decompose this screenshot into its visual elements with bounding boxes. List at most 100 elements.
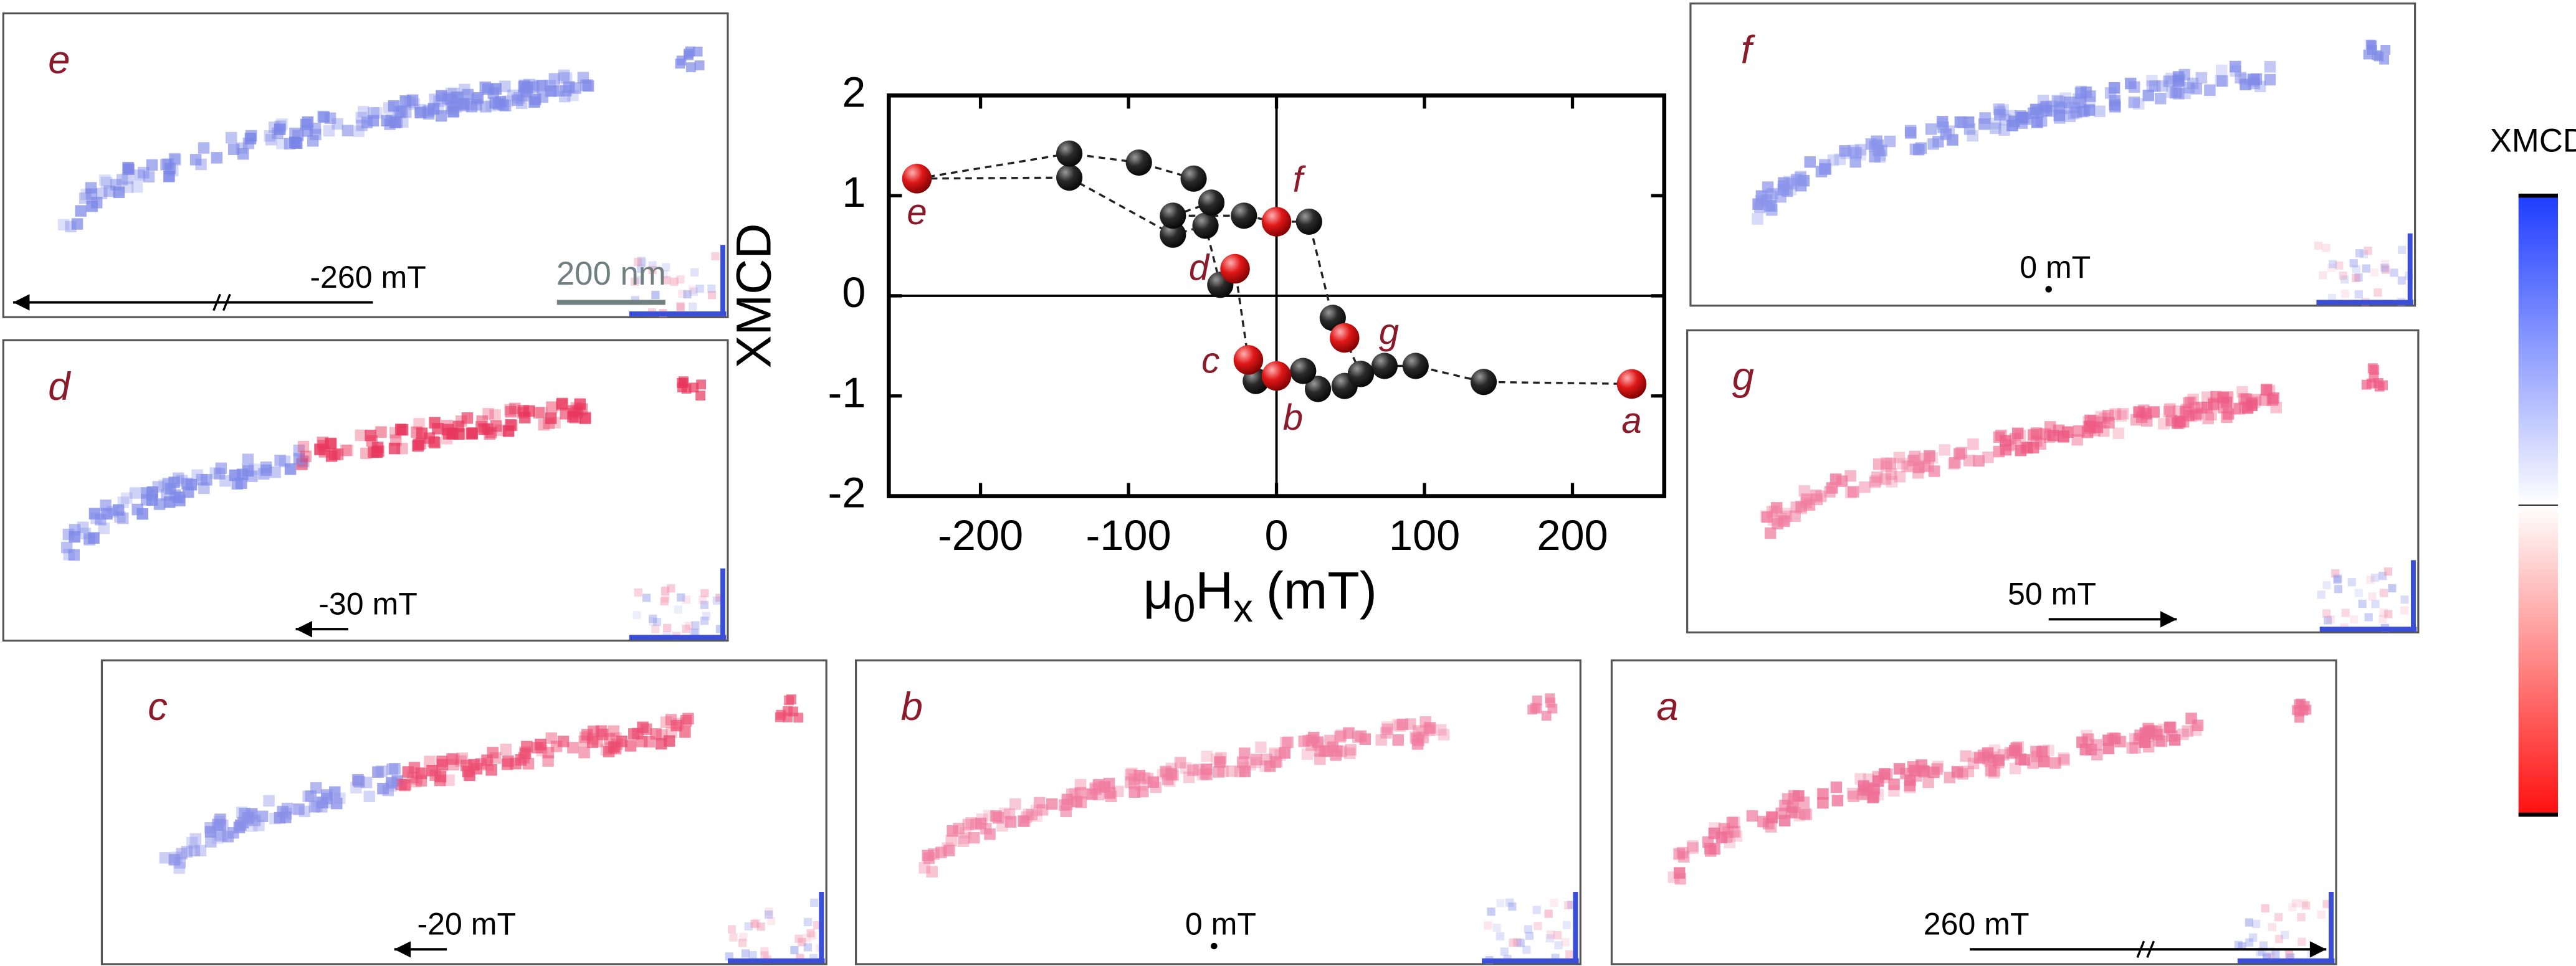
pixel [2299, 899, 2308, 907]
pixel [2078, 105, 2090, 117]
pixel [400, 106, 412, 118]
pixel [637, 264, 646, 273]
pixel [2183, 409, 2195, 422]
pixel [1985, 764, 1996, 776]
panel-frame [1689, 2, 2416, 307]
pixel [1839, 145, 1851, 157]
pixel [1947, 458, 1960, 470]
pixel [1103, 777, 1115, 790]
pixel [1305, 739, 1317, 751]
pixel [1522, 945, 1531, 954]
pixel [536, 80, 548, 92]
pixel [1516, 939, 1525, 947]
pixel [1074, 787, 1087, 799]
data-point [1125, 149, 1152, 176]
pixel [1775, 807, 1787, 820]
panel-letter: b [901, 685, 923, 729]
pixel [1059, 799, 1071, 811]
data-point [1295, 208, 1322, 235]
pixel [475, 758, 487, 770]
pixel [363, 790, 376, 802]
pixel [2058, 431, 2070, 443]
pixel [651, 625, 660, 633]
pixel [2355, 249, 2364, 258]
pixel [2369, 365, 2380, 375]
pixel [284, 463, 297, 475]
pixel [958, 832, 970, 845]
pixel [2370, 574, 2379, 582]
pixel [538, 419, 550, 431]
pixel [676, 275, 685, 284]
data-point [1470, 369, 1497, 395]
highlight-point [1233, 345, 1264, 375]
pixel [434, 774, 446, 787]
pixel [447, 100, 459, 111]
pixel [279, 455, 291, 468]
pixel [2071, 433, 2083, 446]
pixel [1939, 444, 1950, 456]
pixel [632, 611, 641, 620]
pixel [1487, 907, 1496, 916]
pixel [214, 819, 226, 831]
pixel [1237, 756, 1249, 768]
pixel [490, 83, 502, 95]
pixel [650, 728, 662, 740]
pixel [548, 73, 561, 85]
pixel [395, 424, 407, 435]
pixel [2364, 613, 2373, 622]
pixel [1677, 851, 1690, 863]
pixel [2084, 90, 2096, 102]
axis-break [212, 293, 231, 311]
pixel [667, 584, 675, 593]
pixel [1962, 765, 1975, 777]
pixel [2008, 115, 2020, 128]
pixel [2115, 410, 2127, 422]
pixel [131, 181, 143, 193]
scale-bar-label: 200 nm [556, 255, 666, 292]
pixel [2352, 273, 2360, 282]
pixel [2172, 417, 2183, 429]
pixel [2074, 97, 2087, 108]
pixel [2249, 933, 2258, 942]
pixel [1687, 842, 1699, 854]
pixel [482, 408, 494, 420]
pixel [685, 62, 696, 72]
pixel [624, 740, 637, 752]
pixel [1201, 763, 1213, 775]
pixel [798, 938, 806, 947]
y-axis-title: XMCD [725, 224, 781, 369]
pixel [1960, 750, 1972, 762]
data-point [1180, 165, 1207, 192]
pixel [310, 782, 322, 794]
pixel [489, 97, 501, 109]
colorbar: XMCD-101 [2490, 123, 2576, 817]
pixel [2288, 902, 2297, 912]
pixel [738, 939, 747, 947]
pixel [2271, 950, 2280, 959]
pixel [229, 469, 241, 481]
pixel [2259, 941, 2268, 950]
pixel [276, 138, 288, 149]
pixel [563, 81, 575, 93]
pixel [2381, 265, 2390, 274]
pixel [2245, 938, 2254, 947]
pixel [2400, 595, 2409, 604]
pixel [685, 622, 694, 630]
pixel [1026, 808, 1038, 821]
pixel [1998, 749, 2010, 761]
pixel [1982, 452, 1994, 463]
pixel [1872, 144, 1885, 157]
highlight-point [1261, 207, 1292, 237]
pixel [507, 89, 519, 102]
pixel [528, 96, 540, 108]
pixel [57, 219, 70, 231]
pixel [567, 89, 579, 102]
pixel [1762, 181, 1774, 193]
x-tick-label: -100 [1085, 511, 1171, 559]
pixel [1764, 527, 1777, 539]
pixel [567, 742, 579, 754]
pixel [2165, 72, 2177, 85]
pixel [1264, 760, 1276, 772]
pixel [237, 817, 249, 829]
pixel [700, 589, 709, 598]
